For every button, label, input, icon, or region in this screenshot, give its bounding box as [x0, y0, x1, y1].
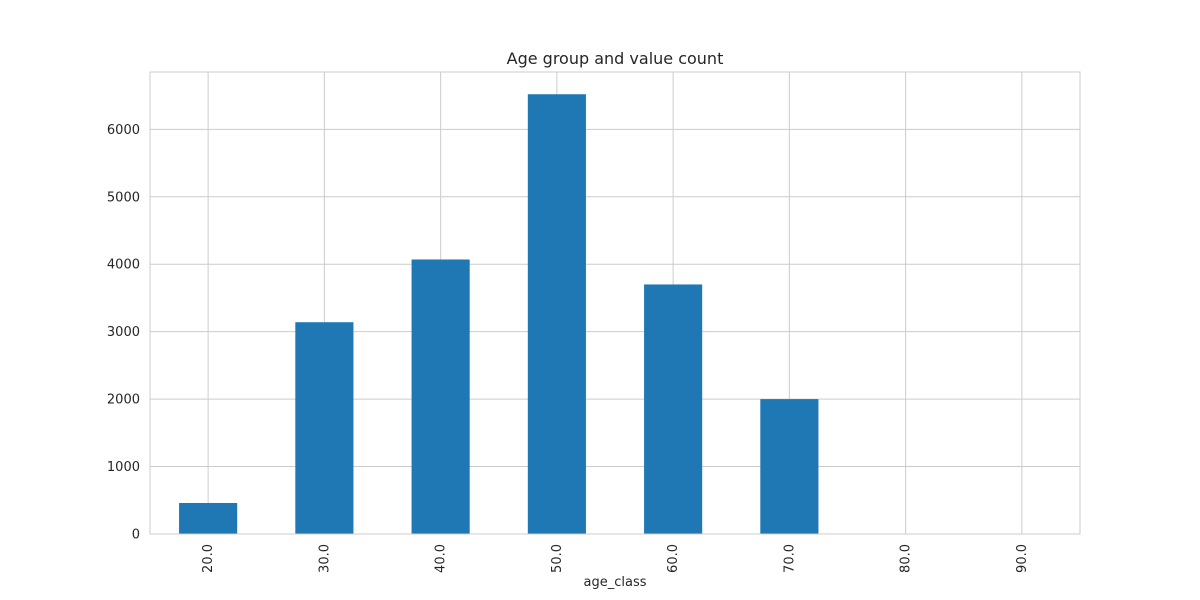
- x-tick-label: 80.0: [899, 544, 914, 573]
- y-tick-label: 5000: [107, 190, 140, 205]
- x-tick-label: 30.0: [317, 544, 332, 573]
- x-axis-label: age_class: [584, 575, 647, 590]
- x-tick-label: 40.0: [434, 544, 449, 573]
- bar-70.0: [760, 399, 819, 534]
- x-tick-labels: 20.0 30.0 40.0 50.0 60.0 70.0 80.0 90.0: [201, 544, 1030, 573]
- bar-20.0: [179, 502, 238, 534]
- y-tick-label: 4000: [107, 258, 140, 273]
- y-tick-label: 2000: [107, 393, 140, 408]
- bar-50.0: [527, 94, 586, 535]
- grid: [150, 72, 1080, 535]
- x-tick-label: 90.0: [1015, 544, 1030, 573]
- x-tick-label: 20.0: [201, 544, 216, 573]
- y-tick-label: 3000: [107, 325, 140, 340]
- y-tick-label: 0: [132, 528, 140, 543]
- y-tick-label: 6000: [107, 123, 140, 138]
- y-tick-labels: 0 1000 2000 3000 4000 5000 6000: [107, 123, 140, 543]
- bar-30.0: [295, 322, 354, 534]
- bar-60.0: [644, 284, 703, 534]
- x-tick-label: 70.0: [782, 544, 797, 573]
- bar-40.0: [411, 259, 470, 534]
- y-tick-label: 1000: [107, 460, 140, 475]
- x-tick-label: 60.0: [666, 544, 681, 573]
- plot-frame: [149, 71, 1081, 535]
- x-tick-label: 50.0: [550, 544, 565, 573]
- bars: [179, 94, 819, 535]
- chart-title: Age group and value count: [507, 49, 724, 68]
